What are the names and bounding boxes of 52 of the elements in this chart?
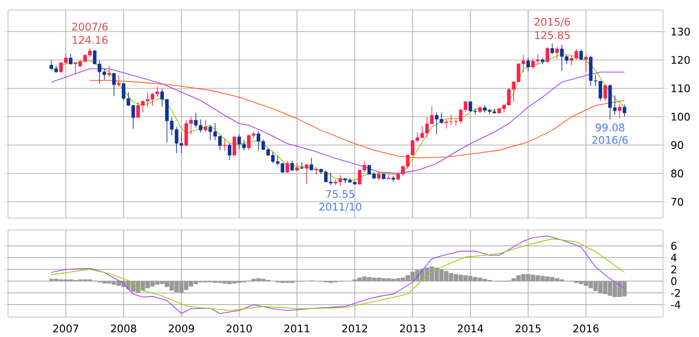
candlestick bbox=[68, 53, 72, 66]
y-tick-label: 0 bbox=[671, 277, 676, 286]
candlestick bbox=[555, 46, 559, 60]
candlestick bbox=[546, 46, 550, 64]
x-tick-label: 2010 bbox=[226, 324, 252, 332]
y-tick-label: 80 bbox=[671, 169, 684, 178]
candlestick bbox=[304, 164, 308, 184]
x-tick-label: 2014 bbox=[458, 324, 484, 332]
annotation: 2016/6 bbox=[592, 136, 628, 145]
y-tick-label: 110 bbox=[672, 84, 690, 92]
candlestick bbox=[550, 42, 554, 55]
y-tick-label: 2 bbox=[671, 266, 676, 274]
candlestick bbox=[204, 119, 208, 132]
candlestick bbox=[310, 157, 314, 170]
x-tick-label: 2015 bbox=[516, 324, 541, 332]
y-tick-label: -2 bbox=[671, 289, 680, 297]
x-tick-label: 2012 bbox=[342, 324, 368, 332]
y-tick-label: -4 bbox=[671, 300, 680, 308]
y-tick-label: 120 bbox=[672, 56, 690, 64]
annotation: 2015/6 bbox=[534, 18, 570, 27]
candlestick bbox=[228, 143, 232, 160]
y-tick-label: 130 bbox=[672, 28, 690, 36]
annotation: 124.16 bbox=[72, 36, 108, 44]
y-tick-label: 70 bbox=[671, 198, 684, 206]
candlestick bbox=[622, 104, 626, 117]
y-tick-label: 4 bbox=[671, 254, 677, 262]
x-tick-label: 2008 bbox=[111, 324, 136, 332]
x-tick-label: 2016 bbox=[573, 324, 599, 332]
candlestick bbox=[112, 72, 116, 97]
candlestick bbox=[290, 160, 294, 171]
candlestick bbox=[584, 54, 588, 72]
candlestick bbox=[386, 174, 390, 180]
x-tick-label: 2009 bbox=[168, 324, 194, 332]
candlestick bbox=[579, 49, 583, 61]
x-tick-label: 2011 bbox=[284, 324, 310, 332]
annotation: 2007/6 bbox=[72, 22, 108, 32]
candlestick bbox=[526, 57, 530, 72]
candlestick bbox=[603, 84, 607, 102]
candlestick bbox=[618, 104, 622, 118]
annotation: 75.55 bbox=[326, 190, 354, 198]
candlestick bbox=[117, 74, 121, 87]
annotation: 99.08 bbox=[596, 124, 624, 132]
x-tick-label: 2013 bbox=[400, 324, 426, 332]
candlestick bbox=[286, 160, 290, 174]
annotation: 2011/10 bbox=[319, 202, 362, 212]
candlestick bbox=[107, 66, 111, 78]
candlestick bbox=[222, 138, 226, 152]
x-tick-label: 2007 bbox=[53, 324, 78, 332]
y-tick-label: 100 bbox=[672, 112, 690, 121]
y-tick-label: 90 bbox=[671, 141, 684, 150]
annotation: 125.85 bbox=[535, 31, 570, 40]
y-tick-label: 6 bbox=[671, 242, 676, 250]
